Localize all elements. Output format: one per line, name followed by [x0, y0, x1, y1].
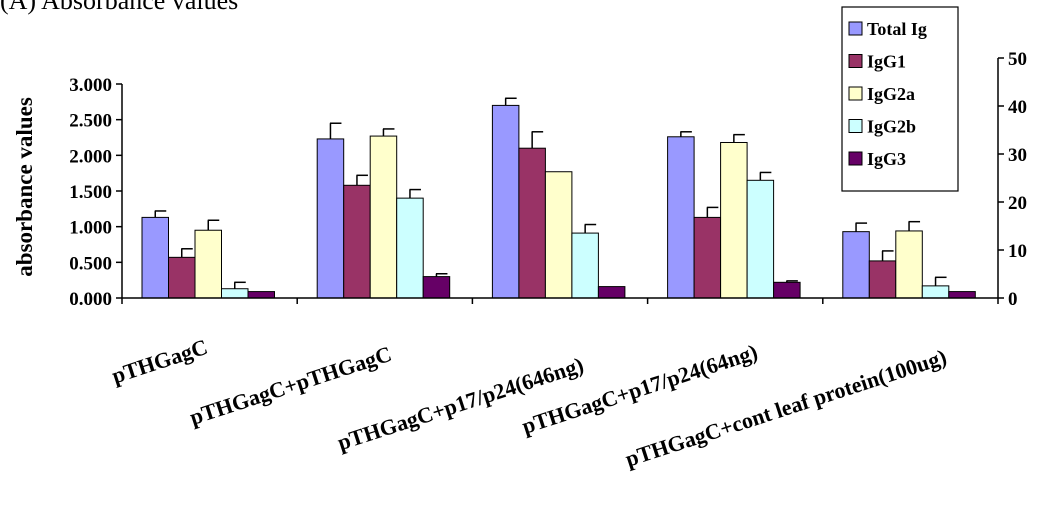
- bar: [194, 229, 222, 299]
- bar: [422, 276, 451, 299]
- y-tick-label: 1.000: [69, 218, 112, 239]
- bar: [948, 291, 976, 299]
- legend-swatch: [848, 54, 863, 68]
- bar: [247, 291, 275, 299]
- x-tick-label: pTHGagC: [109, 334, 211, 388]
- bar: [168, 256, 196, 299]
- legend-swatch: [848, 151, 863, 166]
- x-tick-labels: pTHGagCpTHGagC+pTHGagCpTHGagC+p17/p24(64…: [109, 334, 950, 472]
- bar: [895, 230, 923, 299]
- bar: [316, 138, 345, 299]
- bar: [693, 216, 722, 299]
- bar: [369, 135, 398, 299]
- legend-swatch: [848, 119, 863, 133]
- legend: Total Ig IgG1 IgG2a IgG2b IgG3: [841, 6, 959, 192]
- legend-swatch: [848, 86, 863, 101]
- bar: [396, 197, 424, 299]
- y-tick-label: 1.500: [69, 182, 112, 203]
- bar: [773, 281, 801, 299]
- bar: [597, 286, 626, 299]
- bar: [221, 288, 249, 299]
- legend-swatch: [848, 21, 863, 36]
- bar: [720, 141, 748, 299]
- y2-tick-label: 20: [1008, 193, 1027, 214]
- legend-label: IgG3: [867, 149, 906, 169]
- legend-label: IgG2b: [867, 117, 916, 137]
- bar: [868, 260, 897, 299]
- bar: [746, 179, 775, 299]
- bar: [571, 232, 599, 299]
- ticks-group: 0.000 0.500 1.000 1.500 2.000 2.500 3.000 0 10 20…: [69, 49, 1027, 310]
- y-tick-label: 0.500: [69, 253, 112, 274]
- y-tick-label: 3.000: [69, 75, 112, 96]
- bar: [343, 184, 371, 299]
- bar: [842, 231, 870, 299]
- y2-tick-label: 40: [1008, 97, 1027, 118]
- x-tick-label: pTHGagC+cont leaf protein(100ug): [622, 344, 949, 472]
- y2-tick-label: 30: [1008, 145, 1027, 166]
- legend-label: IgG2a: [867, 84, 915, 104]
- legend-label: Total Ig: [867, 19, 927, 39]
- bar: [141, 216, 169, 299]
- y-tick-label: 2.000: [69, 146, 112, 167]
- y-tick-label: 0.000: [69, 289, 112, 310]
- y2-tick-label: 0: [1008, 289, 1018, 310]
- y2-tick-label: 50: [1008, 49, 1027, 70]
- bar: [518, 147, 546, 299]
- chart-title: (A) Absorbance values: [0, 0, 239, 15]
- bar: [491, 104, 520, 299]
- bar: [667, 136, 695, 299]
- bar: [544, 171, 573, 299]
- y-axis-label: absorbance values: [12, 97, 37, 277]
- bar: [921, 285, 950, 299]
- y-tick-label: 2.500: [69, 111, 112, 132]
- error-bars-group: [154, 97, 947, 289]
- x-tick-label: pTHGagC+pTHGagC: [187, 341, 395, 430]
- legend-label: IgG1: [867, 52, 906, 72]
- y2-tick-label: 10: [1008, 241, 1027, 262]
